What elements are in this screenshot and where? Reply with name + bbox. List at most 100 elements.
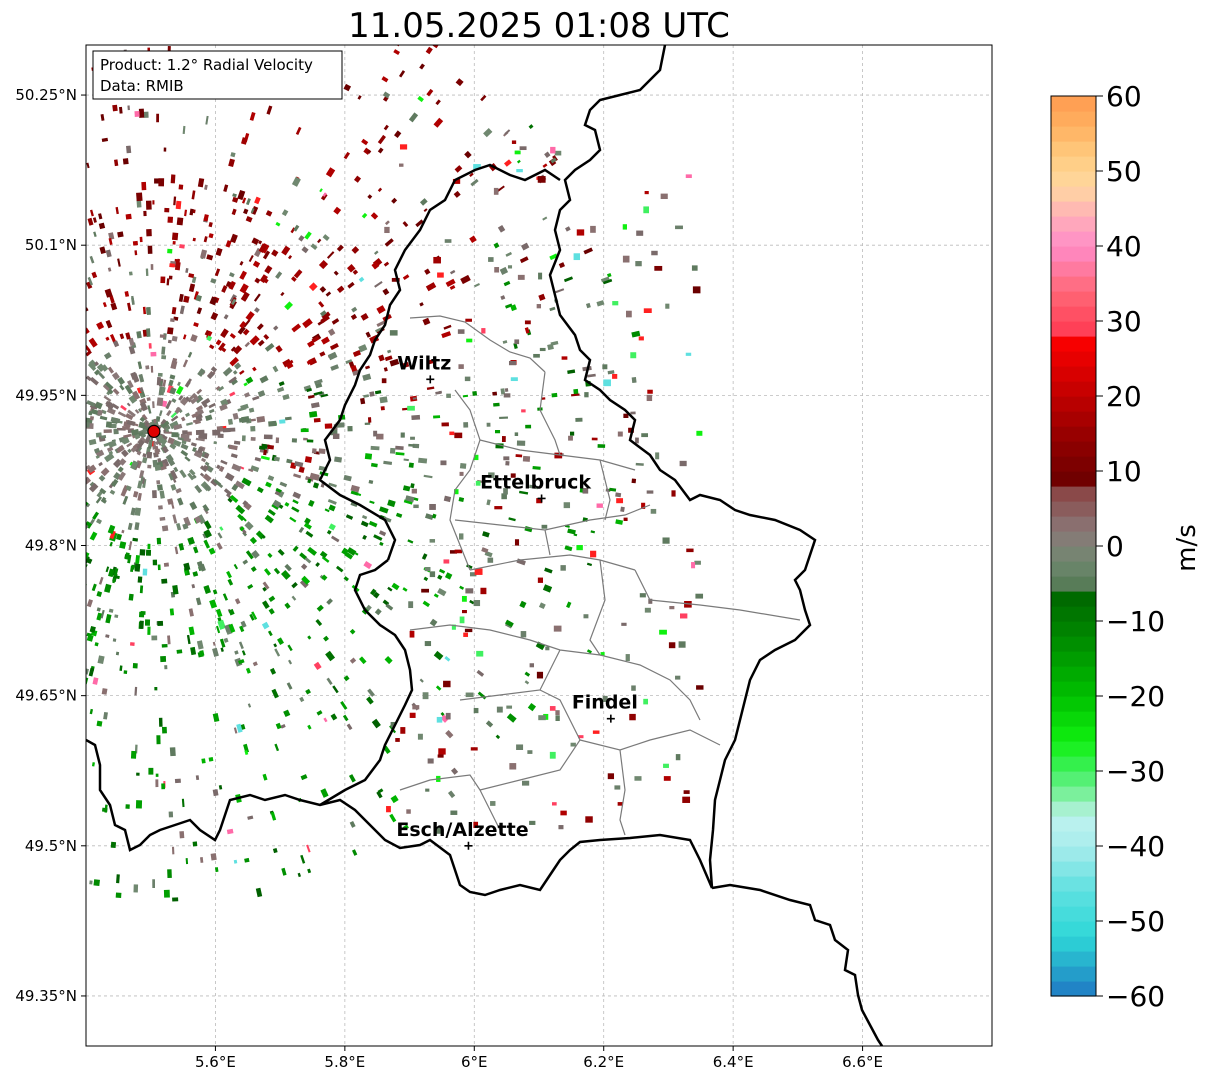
velocity-echo — [206, 254, 214, 261]
velocity-echo — [241, 650, 246, 656]
velocity-echo — [89, 376, 99, 386]
velocity-echo — [234, 480, 245, 490]
velocity-echo — [150, 365, 154, 373]
velocity-echo — [464, 376, 471, 382]
velocity-echo — [223, 314, 229, 320]
velocity-echo — [516, 744, 524, 750]
velocity-echo — [300, 563, 308, 570]
velocity-echo — [156, 377, 161, 386]
velocity-echo — [565, 226, 571, 232]
velocity-echo — [215, 339, 222, 346]
velocity-echo — [476, 669, 485, 677]
velocity-echo — [215, 608, 223, 618]
velocity-echo — [172, 240, 176, 245]
velocity-echo — [170, 500, 175, 509]
velocity-echo — [662, 537, 670, 544]
colorbar-band — [1051, 606, 1096, 622]
velocity-echo — [300, 854, 306, 864]
velocity-echo — [503, 280, 511, 287]
velocity-echo — [607, 370, 615, 375]
velocity-echo — [152, 879, 155, 889]
velocity-echo — [343, 675, 350, 682]
velocity-echo — [402, 274, 410, 281]
velocity-echo — [119, 665, 123, 671]
velocity-echo — [510, 377, 518, 382]
velocity-echo — [350, 484, 360, 493]
velocity-echo — [505, 251, 513, 257]
velocity-echo — [378, 354, 385, 362]
velocity-echo — [159, 490, 165, 499]
velocity-echo — [326, 251, 335, 259]
velocity-echo — [326, 529, 332, 535]
velocity-echo — [168, 472, 175, 481]
velocity-echo — [242, 197, 247, 204]
velocity-echo — [261, 621, 270, 630]
velocity-echo — [425, 788, 430, 792]
velocity-echo — [286, 458, 293, 464]
velocity-echo — [655, 452, 660, 460]
velocity-echo — [110, 478, 119, 488]
velocity-echo — [122, 426, 130, 430]
velocity-echo — [315, 619, 323, 627]
velocity-echo — [342, 714, 349, 722]
velocity-echo — [232, 193, 237, 198]
velocity-echo — [248, 255, 254, 263]
velocity-echo — [390, 795, 399, 804]
velocity-echo — [166, 278, 170, 286]
velocity-echo — [112, 104, 118, 112]
velocity-echo — [561, 356, 568, 360]
velocity-echo — [130, 371, 138, 380]
velocity-echo — [138, 108, 145, 118]
velocity-echo — [542, 584, 553, 593]
velocity-echo — [205, 414, 213, 421]
velocity-echo — [132, 491, 139, 498]
velocity-echo — [438, 748, 446, 755]
velocity-echo — [510, 304, 517, 312]
velocity-echo — [267, 475, 275, 482]
velocity-echo — [663, 776, 671, 781]
velocity-echo — [218, 784, 223, 790]
velocity-echo — [89, 531, 98, 541]
velocity-echo — [669, 606, 675, 610]
velocity-echo — [519, 146, 527, 151]
velocity-echo — [128, 593, 134, 601]
velocity-echo — [261, 534, 266, 539]
velocity-echo — [438, 390, 442, 394]
velocity-echo — [623, 517, 628, 521]
velocity-echo — [259, 375, 269, 384]
velocity-echo — [145, 365, 150, 370]
velocity-echo — [406, 809, 411, 814]
velocity-echo — [254, 307, 260, 313]
velocity-echo — [500, 388, 506, 395]
velocity-echo — [675, 754, 681, 761]
velocity-echo — [391, 582, 400, 591]
velocity-echo — [171, 432, 179, 438]
velocity-echo — [102, 384, 110, 392]
velocity-echo — [233, 727, 238, 734]
velocity-echo — [138, 373, 145, 383]
velocity-echo — [210, 853, 217, 861]
velocity-echo — [494, 267, 500, 273]
velocity-echo — [631, 377, 637, 384]
velocity-echo — [692, 286, 701, 294]
velocity-echo — [469, 572, 477, 577]
velocity-echo — [115, 575, 120, 580]
velocity-echo — [377, 147, 384, 154]
velocity-echo — [169, 374, 176, 380]
velocity-echo — [208, 408, 215, 414]
velocity-echo — [464, 150, 472, 159]
velocity-echo — [167, 339, 172, 344]
velocity-echo — [168, 275, 173, 280]
velocity-echo — [86, 502, 91, 508]
colorbar-band — [1051, 756, 1096, 772]
velocity-echo — [691, 265, 698, 271]
velocity-echo — [178, 395, 184, 401]
velocity-echo — [197, 368, 206, 377]
velocity-echo — [135, 555, 140, 564]
velocity-echo — [300, 774, 308, 781]
velocity-echo — [354, 552, 359, 556]
velocity-echo — [322, 234, 330, 241]
velocity-echo — [281, 245, 291, 256]
velocity-echo — [586, 373, 596, 378]
velocity-echo — [196, 307, 203, 315]
